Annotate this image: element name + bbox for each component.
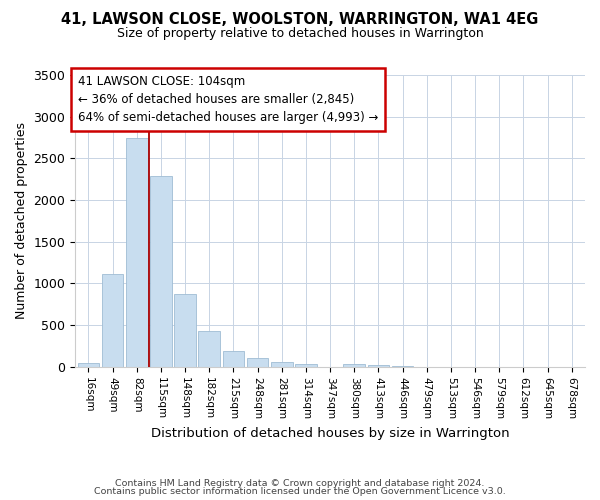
Bar [174,294,196,367]
Bar [150,176,172,367]
Bar [295,364,317,367]
Text: 41 LAWSON CLOSE: 104sqm
← 36% of detached houses are smaller (2,845)
64% of semi: 41 LAWSON CLOSE: 104sqm ← 36% of detache… [78,75,378,124]
Text: 41, LAWSON CLOSE, WOOLSTON, WARRINGTON, WA1 4EG: 41, LAWSON CLOSE, WOOLSTON, WARRINGTON, … [61,12,539,28]
X-axis label: Distribution of detached houses by size in Warrington: Distribution of detached houses by size … [151,427,509,440]
Y-axis label: Number of detached properties: Number of detached properties [15,122,28,320]
Bar [223,351,244,367]
Bar [126,138,148,367]
Bar [343,364,365,367]
Bar [199,331,220,367]
Bar [102,274,124,367]
Bar [392,366,413,367]
Text: Contains HM Land Registry data © Crown copyright and database right 2024.: Contains HM Land Registry data © Crown c… [115,478,485,488]
Bar [247,358,268,367]
Text: Contains public sector information licensed under the Open Government Licence v3: Contains public sector information licen… [94,487,506,496]
Bar [368,365,389,367]
Bar [271,362,293,367]
Text: Size of property relative to detached houses in Warrington: Size of property relative to detached ho… [116,28,484,40]
Bar [77,364,100,367]
